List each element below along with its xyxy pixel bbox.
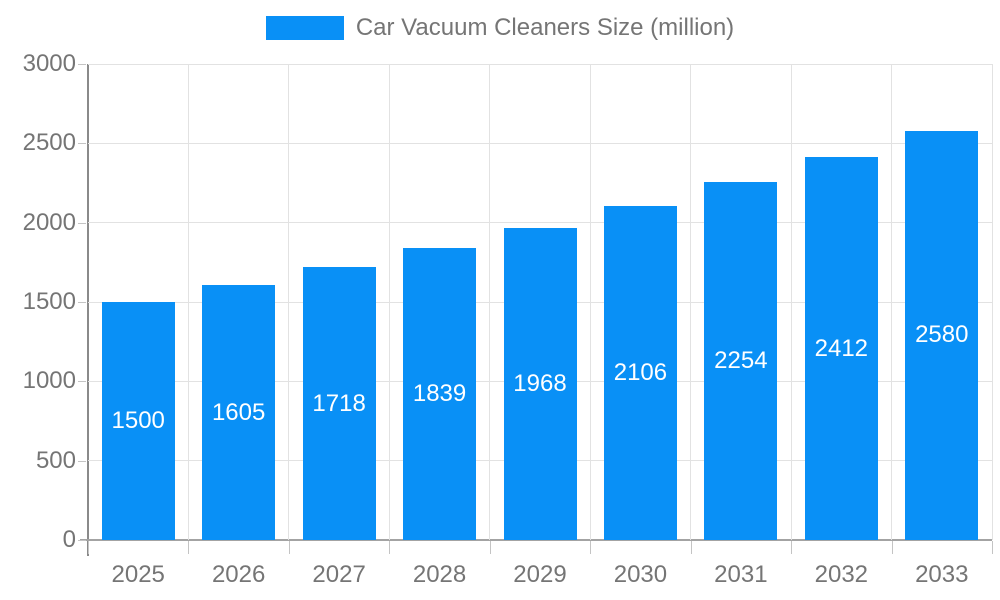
gridline-horizontal (88, 222, 992, 224)
gridline-vertical (991, 64, 993, 540)
y-axis-tick (78, 302, 86, 303)
gridline-vertical (187, 64, 189, 540)
gridline-vertical (690, 64, 692, 540)
y-axis-tick (78, 222, 86, 224)
y-axis-tick (78, 64, 86, 65)
x-axis-label: 2030 (613, 561, 668, 588)
bar-2029: 1968 (503, 227, 577, 540)
y-axis-label: 2500 (22, 129, 76, 157)
gridline-vertical (891, 64, 893, 540)
y-axis-tick (78, 381, 86, 383)
x-axis-label: 2026 (211, 561, 266, 588)
gridline-vertical (489, 64, 491, 540)
x-axis-tick (88, 541, 89, 554)
gridline-vertical (388, 64, 390, 540)
bar-value-label: 1839 (412, 380, 467, 408)
bar-2025: 1500 (101, 302, 175, 540)
bar-2026: 1605 (202, 285, 276, 540)
bar-value-label: 1718 (312, 389, 366, 417)
y-axis-label: 1000 (22, 367, 76, 395)
x-axis-tick (791, 541, 793, 554)
y-axis-label: 2000 (22, 208, 76, 236)
x-axis-line (80, 539, 992, 541)
y-axis-label: 0 (62, 526, 76, 553)
x-axis-tick (992, 541, 993, 554)
bar-value-label: 2254 (714, 347, 768, 375)
gridline-horizontal (88, 142, 992, 144)
y-axis-tick (78, 540, 86, 541)
bar-value-label: 1968 (513, 369, 567, 397)
x-axis-tick (389, 541, 391, 554)
bar-value-label: 2412 (814, 334, 869, 362)
gridline-vertical (589, 64, 591, 540)
bar-value-label: 1605 (211, 398, 266, 426)
x-axis-label: 2025 (111, 561, 165, 588)
y-axis-line (87, 64, 89, 556)
bar-2030: 2106 (603, 205, 677, 540)
bar-value-label: 2106 (613, 358, 668, 386)
x-axis-label: 2029 (513, 561, 567, 588)
bar-2027: 1718 (302, 267, 376, 540)
gridline-horizontal (88, 63, 992, 65)
legend-item[interactable]: Car Vacuum Cleaners Size (million) (265, 14, 735, 42)
bar-value-label: 1500 (111, 407, 165, 434)
x-axis-label: 2031 (714, 561, 768, 588)
gridline-vertical (790, 64, 792, 540)
legend-label: Car Vacuum Cleaners Size (million) (355, 14, 735, 41)
x-axis-tick (690, 541, 692, 554)
legend-swatch-icon (265, 16, 344, 40)
bar-2031: 2254 (704, 182, 778, 540)
y-axis-tick (78, 143, 86, 145)
plot-area: 1500 1605 1718 1839 1968 2106 2254 2412 2580 (88, 63, 993, 540)
y-axis-tick (78, 460, 86, 462)
y-axis-label: 1500 (22, 288, 76, 315)
x-axis-tick (489, 541, 491, 554)
x-axis-tick (188, 541, 190, 554)
bar-value-label: 2580 (915, 321, 969, 349)
gridline-vertical (288, 64, 290, 540)
x-axis-tick (590, 541, 592, 554)
x-axis-tick (891, 541, 893, 554)
bar-2033: 2580 (905, 130, 979, 540)
x-axis-tick (288, 541, 290, 554)
x-axis-label: 2027 (312, 561, 366, 588)
bar-2032: 2412 (804, 157, 878, 540)
x-axis-label: 2028 (412, 561, 467, 588)
chart-legend: Car Vacuum Cleaners Size (million) (0, 14, 1000, 42)
x-axis-label: 2033 (915, 561, 969, 588)
x-axis-label: 2032 (814, 561, 869, 588)
y-axis-label: 3000 (22, 50, 76, 77)
y-axis-label: 500 (35, 446, 76, 474)
bar-2028: 1839 (403, 248, 477, 540)
